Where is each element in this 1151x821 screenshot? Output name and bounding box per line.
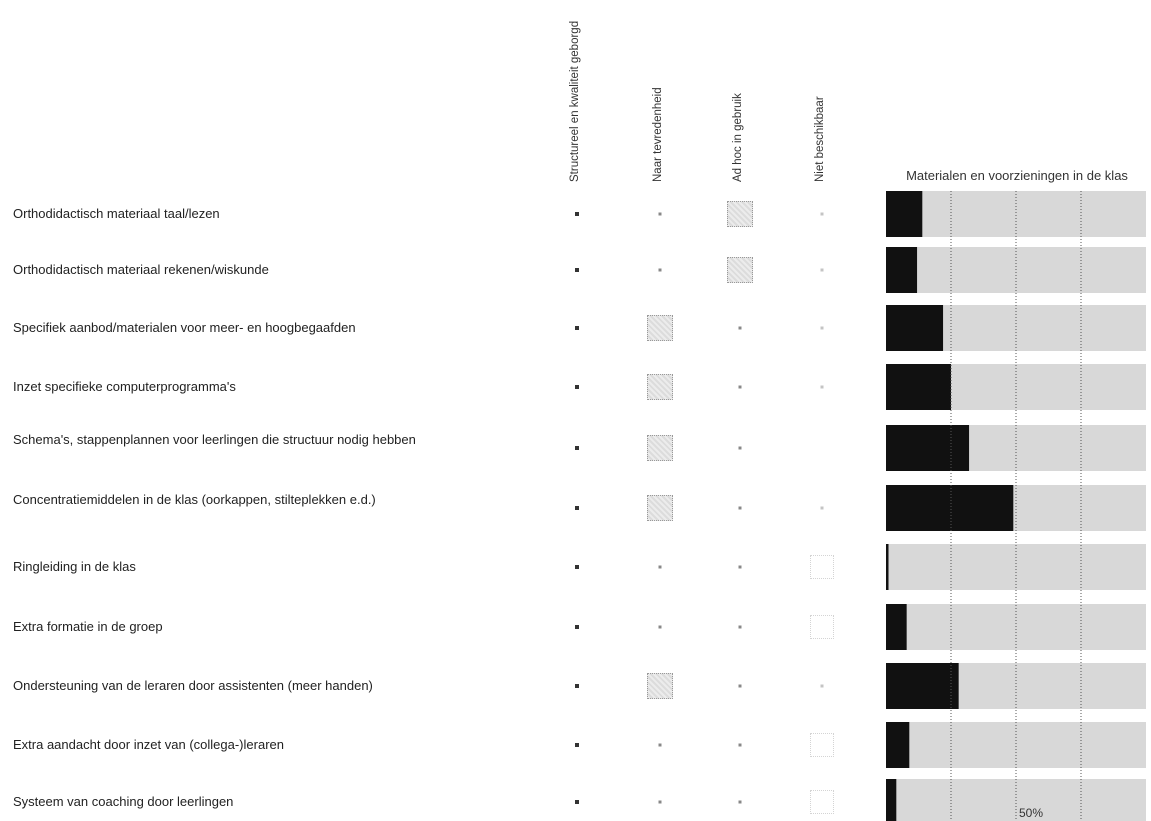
row-label: Ringleiding in de klas — [13, 559, 136, 574]
bar-light-segment — [896, 779, 1146, 821]
status-marker-square — [575, 446, 579, 450]
bar-light-segment — [943, 305, 1146, 351]
bar-light-segment — [922, 191, 1146, 237]
bar-light-segment — [888, 544, 1146, 590]
status-marker-dots — [810, 615, 834, 639]
bar-dark-segment — [886, 364, 951, 410]
status-marker-square — [575, 385, 579, 389]
status-marker-box — [727, 257, 753, 283]
status-marker-small — [738, 446, 742, 450]
status-marker-dots — [810, 555, 834, 579]
bar-dark-segment — [886, 247, 918, 293]
bar-dark-segment — [886, 722, 910, 768]
status-marker-square — [575, 565, 579, 569]
status-marker-square — [575, 684, 579, 688]
status-marker-square — [575, 326, 579, 330]
status-marker-small — [658, 800, 662, 804]
status-marker-small — [738, 625, 742, 629]
bar-light-segment — [906, 604, 1146, 650]
bar-light-segment — [1013, 485, 1146, 531]
bar-light-segment — [969, 425, 1146, 471]
status-marker-small — [658, 743, 662, 747]
row-label: Orthodidactisch materiaal rekenen/wiskun… — [13, 262, 269, 277]
status-marker-box — [647, 673, 673, 699]
chart-title: Materialen en voorzieningen in de klas — [906, 168, 1128, 183]
status-marker-small — [738, 565, 742, 569]
status-marker-small — [738, 385, 742, 389]
row-label: Specifiek aanbod/materialen voor meer- e… — [13, 320, 356, 335]
status-marker-small — [738, 506, 742, 510]
status-marker-box — [647, 495, 673, 521]
status-marker-square — [575, 743, 579, 747]
bar-dark-segment — [886, 485, 1014, 531]
status-marker-small — [658, 565, 662, 569]
status-marker-square — [575, 506, 579, 510]
status-marker-square — [575, 625, 579, 629]
status-marker-small — [738, 326, 742, 330]
status-marker-box — [647, 374, 673, 400]
status-marker-small — [738, 743, 742, 747]
status-marker-faint — [820, 212, 824, 216]
row-label: Schema's, stappenplannen voor leerlingen… — [13, 432, 416, 447]
status-marker-square — [575, 268, 579, 272]
bar-dark-segment — [886, 191, 923, 237]
row-label: Concentratiemiddelen in de klas (oorkapp… — [13, 492, 376, 507]
bar-dark-segment — [886, 305, 944, 351]
status-marker-faint — [820, 506, 824, 510]
status-marker-small — [658, 212, 662, 216]
bar-dark-segment — [886, 425, 970, 471]
status-marker-box — [647, 435, 673, 461]
status-marker-faint — [820, 326, 824, 330]
status-marker-box — [727, 201, 753, 227]
row-label: Ondersteuning van de leraren door assist… — [13, 678, 373, 693]
bar-light-segment — [951, 364, 1146, 410]
status-marker-box — [647, 315, 673, 341]
status-marker-faint — [820, 684, 824, 688]
bar-light-segment — [917, 247, 1146, 293]
annotation-50-percent: 50% — [1019, 806, 1043, 820]
status-marker-square — [575, 212, 579, 216]
status-marker-small — [738, 684, 742, 688]
row-label: Extra aandacht door inzet van (collega-)… — [13, 737, 284, 752]
bar-dark-segment — [886, 779, 897, 821]
bar-dark-segment — [886, 604, 907, 650]
status-marker-small — [738, 800, 742, 804]
status-marker-small — [658, 268, 662, 272]
bar-dark-segment — [886, 663, 959, 709]
status-marker-dots — [810, 733, 834, 757]
status-marker-small — [658, 625, 662, 629]
row-label: Inzet specifieke computerprogramma's — [13, 379, 236, 394]
row-label: Orthodidactisch materiaal taal/lezen — [13, 206, 220, 221]
bar-dark-segment — [886, 544, 889, 590]
status-marker-square — [575, 800, 579, 804]
row-label: Systeem van coaching door leerlingen — [13, 794, 234, 809]
status-marker-faint — [820, 385, 824, 389]
bar-light-segment — [909, 722, 1146, 768]
bar-light-segment — [958, 663, 1146, 709]
row-label: Extra formatie in de groep — [13, 619, 163, 634]
status-marker-faint — [820, 268, 824, 272]
status-marker-dots — [810, 790, 834, 814]
